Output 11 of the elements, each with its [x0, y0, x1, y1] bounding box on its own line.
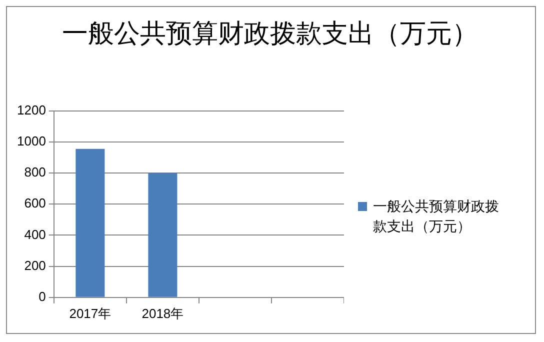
y-tick-label: 800	[24, 164, 46, 180]
x-tick-label: 2017年	[69, 306, 112, 321]
y-tick-label: 1200	[17, 102, 46, 118]
legend-label: 一般公共预算财政拨款支出（万元）	[373, 197, 500, 236]
y-tick-label: 1000	[17, 133, 46, 148]
y-tick-label: 400	[24, 226, 46, 242]
y-tick-label: 0	[38, 288, 46, 304]
chart-title: 一般公共预算财政拨款支出（万元）	[61, 17, 479, 50]
y-tick-label: 200	[24, 258, 46, 273]
y-tick-label: 600	[24, 196, 46, 211]
x-tick-label: 2018年	[142, 306, 184, 321]
